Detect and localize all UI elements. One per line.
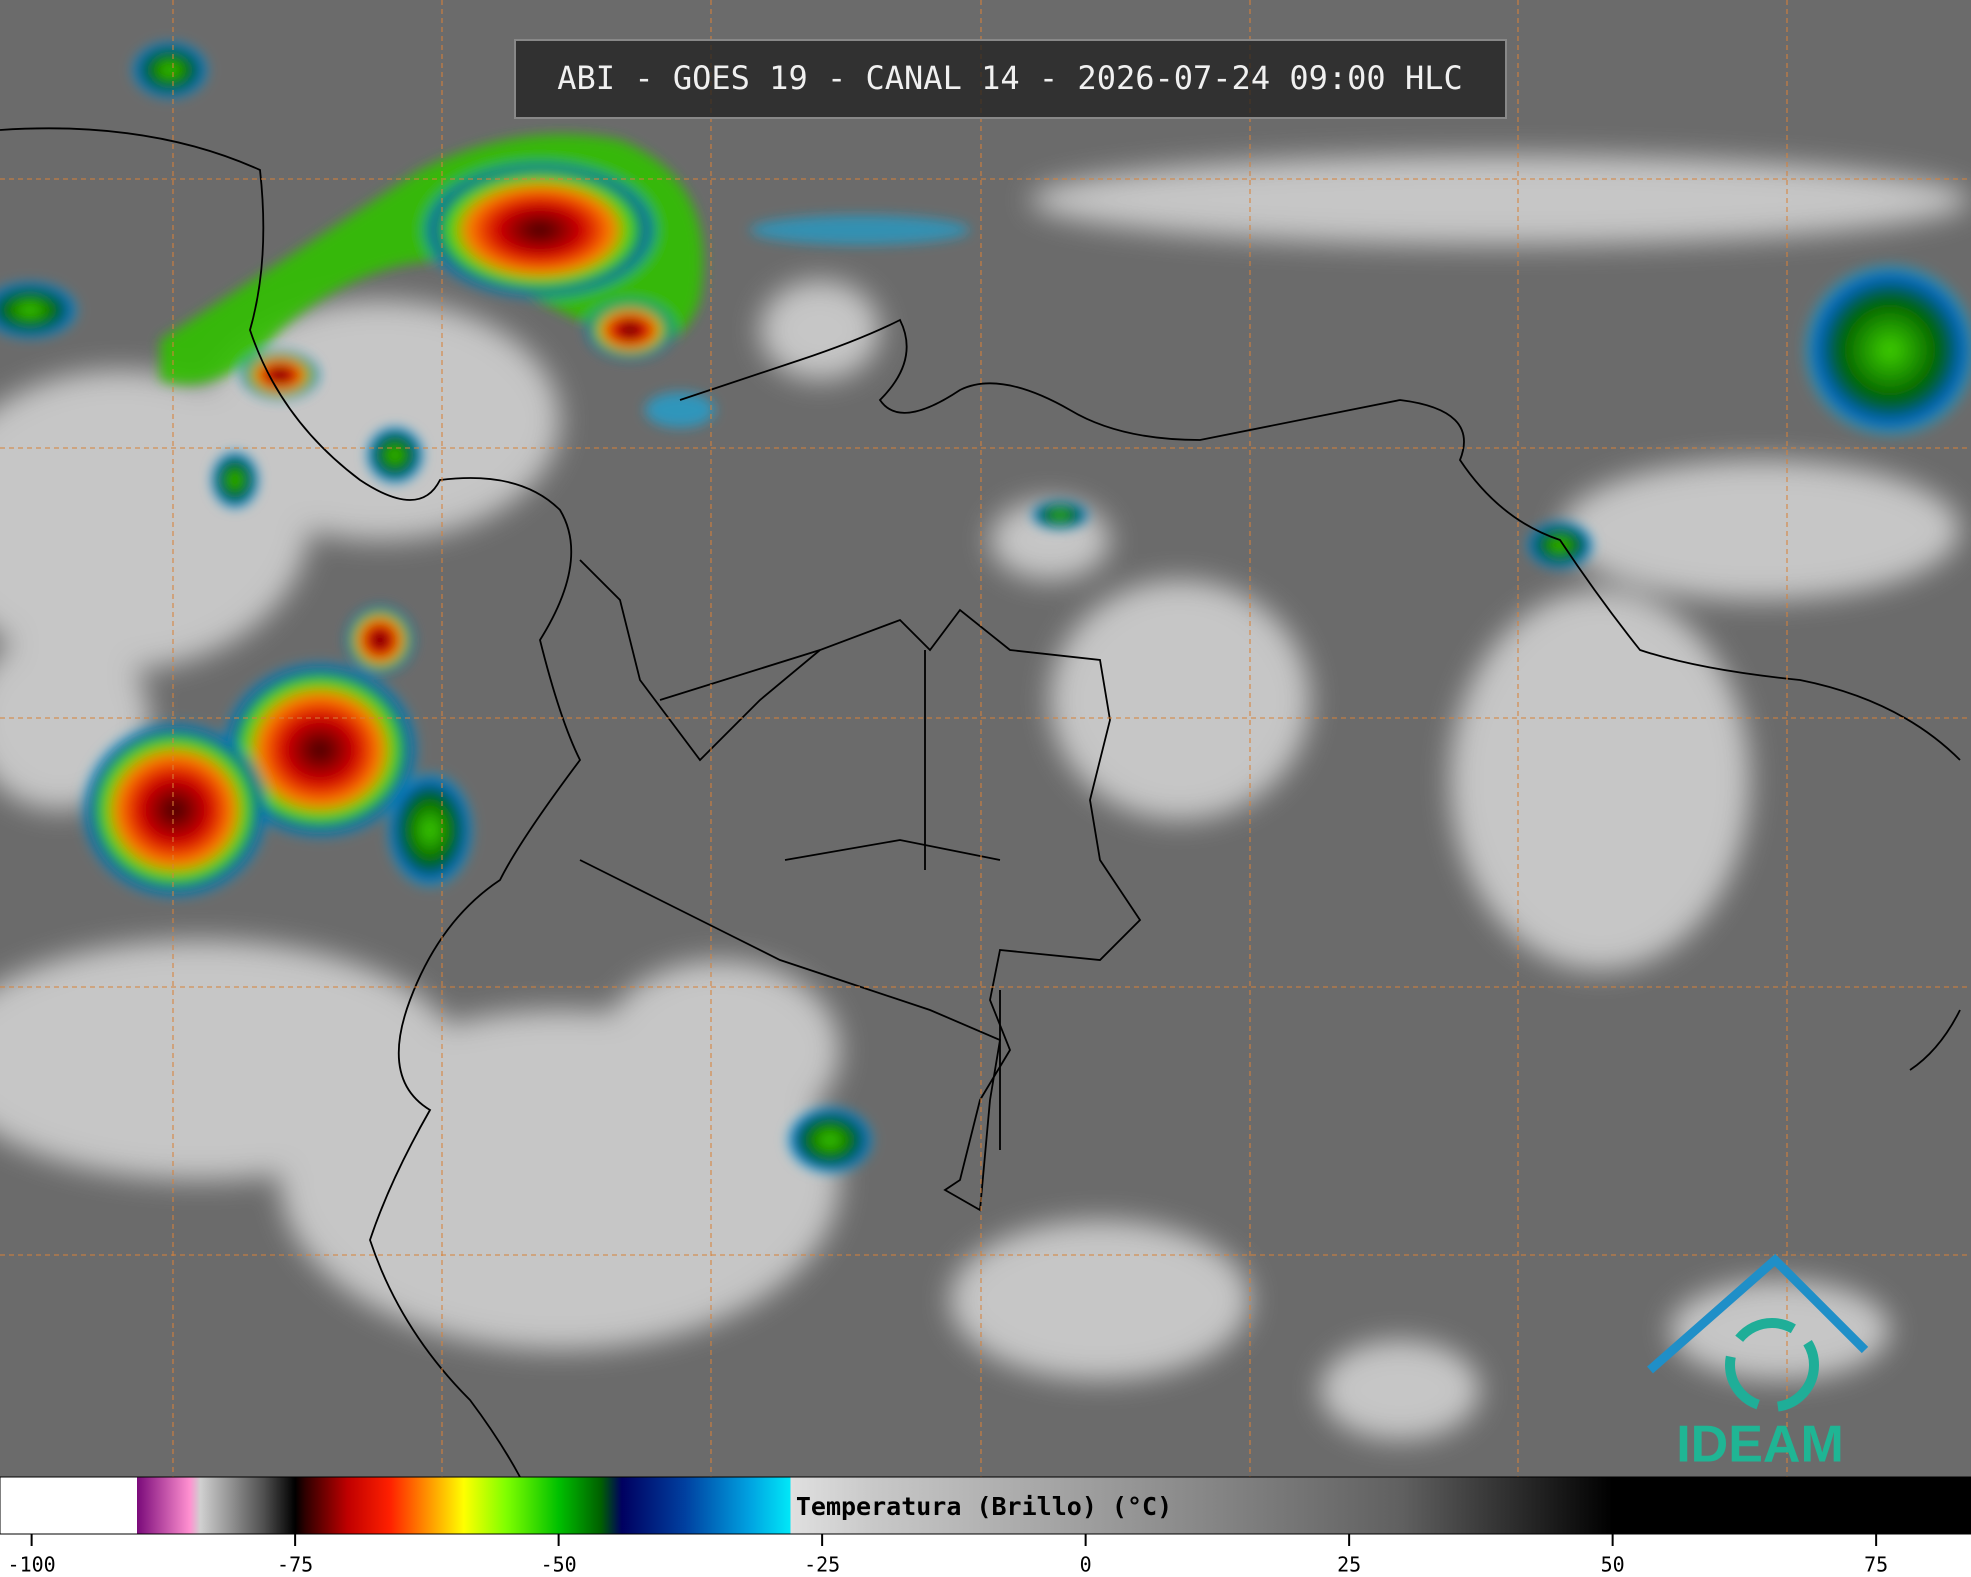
grid-lines: [0, 0, 1971, 1477]
map: ABI - GOES 19 - CANAL 14 - 2026-07-24 09…: [0, 0, 1971, 1478]
tick-label: -75: [277, 1553, 313, 1577]
convective-cells: [0, 40, 1971, 1175]
logo-roof: [1647, 1253, 1869, 1374]
tick-label: 50: [1601, 1553, 1625, 1577]
colorbar-label: Temperatura (Brillo) (°C): [796, 1492, 1172, 1521]
tick-label: 25: [1337, 1553, 1361, 1577]
logo: IDEAM: [1647, 1253, 1869, 1474]
tick-label: 0: [1080, 1553, 1092, 1577]
tick-label: 75: [1864, 1553, 1888, 1577]
tick-label: -100: [8, 1553, 56, 1577]
title-background: [514, 39, 1507, 119]
title: ABI - GOES 19 - CANAL 14 - 2026-07-24 09…: [557, 59, 1462, 97]
coastlines: [0, 127, 1961, 1478]
tick-label: -25: [804, 1553, 840, 1577]
logo-text: IDEAM: [1676, 1416, 1844, 1474]
tick-label: -50: [541, 1553, 577, 1577]
colorbar-scale: [0, 1476, 1971, 1535]
title-box: ABI - GOES 19 - CANAL 14 - 2026-07-24 09…: [514, 39, 1507, 119]
logo-swirl: [1725, 1318, 1819, 1412]
colorbar: Temperatura (Brillo) (°C) -100 -75 -50 -25 0…: [0, 1476, 1971, 1577]
